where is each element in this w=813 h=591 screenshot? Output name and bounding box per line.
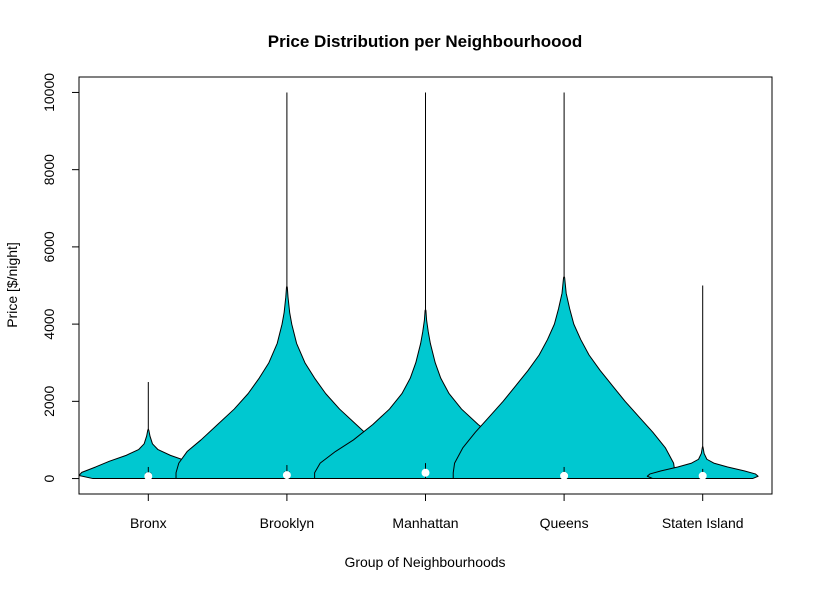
x-tick-label: Queens [540,515,589,531]
x-tick-label: Bronx [130,515,167,531]
x-tick-label: Staten Island [662,515,744,531]
x-tick-label: Manhattan [392,515,458,531]
violin-queens [452,92,676,480]
violin-median-point [698,471,707,480]
y-tick-label: 2000 [41,386,57,417]
y-tick-label: 10000 [41,73,57,112]
y-tick-label: 8000 [41,154,57,185]
y-tick-label: 6000 [41,231,57,262]
x-tick-label: Brooklyn [260,515,314,531]
violin-median-point [282,471,291,480]
violin-brooklyn [175,92,399,480]
y-tick-label: 0 [41,474,57,482]
violins [78,92,759,481]
violin-median-point [560,471,569,480]
y-axis: 0 2000 4000 6000 8000 10000 [41,73,80,482]
violin-body [646,446,759,480]
chart-title: Price Distribution per Neighbourhoood [268,32,583,51]
y-axis-label: Price [$/night] [4,242,20,328]
violin-body [452,276,676,480]
violin-staten-island [646,285,759,480]
x-axis: Bronx Brooklyn Manhattan Queens Staten Islan… [130,494,744,531]
y-tick-label: 4000 [41,308,57,339]
x-axis-label: Group of Neighbourhoods [344,554,505,570]
violin-median-point [421,468,430,477]
violin-median-point [144,472,153,481]
